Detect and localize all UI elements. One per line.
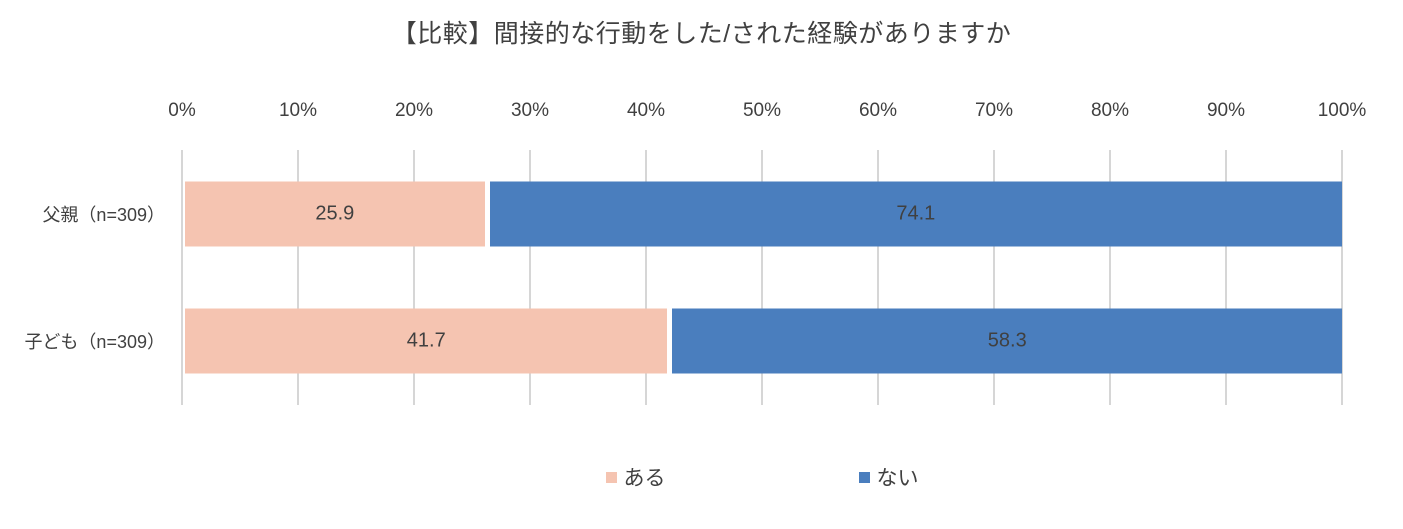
data-label: 74.1 xyxy=(896,202,936,225)
x-axis-tick: 10% xyxy=(278,100,318,121)
bar-segment-nai: 58.3 xyxy=(672,308,1342,374)
bar-track: 41.7 58.3 xyxy=(182,308,1342,374)
bar-row: 子ども（n=309） 41.7 58.3 xyxy=(24,278,1342,406)
x-axis-tick: 50% xyxy=(742,100,782,121)
chart-title: 【比較】間接的な行動をした/された経験がありますか xyxy=(391,20,1012,48)
x-axis-tick: 0% xyxy=(168,100,196,121)
gridline xyxy=(877,150,879,405)
legend-swatch-icon xyxy=(858,471,870,483)
gridline xyxy=(297,150,299,405)
gridline xyxy=(1341,150,1343,405)
bar-row: 父親（n=309） 25.9 74.1 xyxy=(42,150,1342,278)
x-axis-tick: 30% xyxy=(510,100,550,121)
legend-label: ある xyxy=(623,467,666,490)
data-label: 58.3 xyxy=(987,329,1027,352)
legend-swatch-icon xyxy=(605,471,617,483)
x-axis-tick: 80% xyxy=(1090,100,1130,121)
x-axis-tick: 60% xyxy=(858,100,898,121)
gridline xyxy=(1225,150,1227,405)
x-axis-tick: 90% xyxy=(1206,100,1246,121)
gridline xyxy=(1109,150,1111,405)
category-label: 子ども（n=309） xyxy=(24,332,165,353)
bar-segment-nai: 74.1 xyxy=(489,181,1342,247)
category-label: 父親（n=309） xyxy=(42,204,165,225)
data-label: 41.7 xyxy=(406,329,446,352)
bar-segment-aru: 41.7 xyxy=(185,308,668,374)
bar-track: 25.9 74.1 xyxy=(182,181,1342,247)
x-axis-tick: 100% xyxy=(1317,100,1367,121)
gridline xyxy=(181,150,183,405)
gridline xyxy=(761,150,763,405)
x-axis-tick: 70% xyxy=(974,100,1014,121)
x-axis-tick: 40% xyxy=(626,100,666,121)
x-axis-tick: 20% xyxy=(394,100,434,121)
bar-segment-aru: 25.9 xyxy=(185,181,485,247)
gridline xyxy=(529,150,531,405)
gridline xyxy=(645,150,647,405)
legend-entry: ない xyxy=(858,462,919,492)
gridline xyxy=(413,150,415,405)
gridline xyxy=(993,150,995,405)
data-label: 25.9 xyxy=(315,202,355,225)
legend: ある ない xyxy=(182,462,1342,492)
plot-area: 父親（n=309） 25.9 74.1 子ども（n=309） 41.7 58.3 xyxy=(24,150,1343,406)
x-axis: 0% 10% 20% 30% 40% 50% 60% 70% 80% 90% 100% xyxy=(168,100,1366,128)
legend-label: ない xyxy=(876,467,919,490)
legend-entry: ある xyxy=(605,462,666,492)
